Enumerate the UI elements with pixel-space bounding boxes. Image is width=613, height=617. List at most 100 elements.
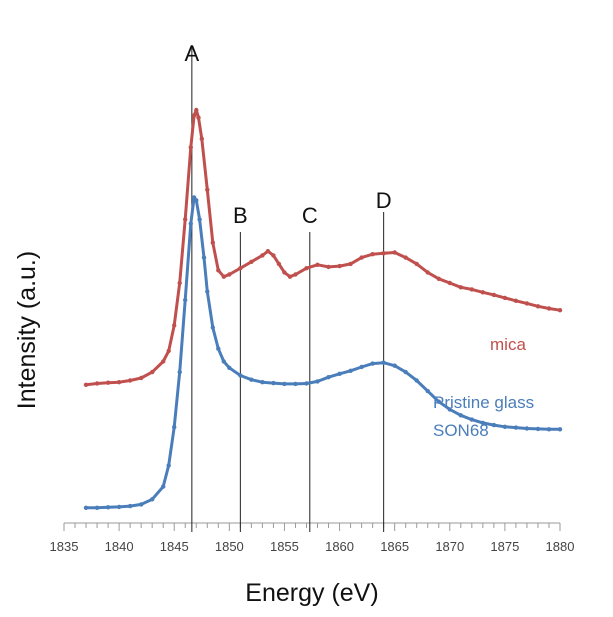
data-point-pristine-glass — [172, 425, 177, 430]
data-point-mica — [227, 272, 232, 277]
series-line-mica — [85, 108, 561, 387]
data-point-mica — [304, 266, 309, 271]
data-point-mica — [480, 290, 485, 295]
data-point-pristine-glass — [524, 426, 530, 431]
data-point-pristine-glass — [304, 381, 309, 386]
data-point-mica — [166, 348, 171, 354]
data-point-mica — [337, 263, 342, 269]
series-layer — [83, 107, 563, 510]
data-point-mica — [116, 380, 122, 385]
data-point-pristine-glass — [381, 360, 386, 365]
data-point-mica — [199, 136, 204, 141]
data-point-mica — [94, 381, 100, 386]
data-point-mica — [282, 270, 287, 275]
data-point-mica — [276, 261, 282, 267]
data-point-mica — [469, 287, 474, 292]
vertical-markers: A B C D — [185, 41, 392, 532]
x-tick-label: 1860 — [325, 539, 354, 554]
marker-label-b: B — [233, 203, 248, 228]
data-point-pristine-glass — [139, 502, 144, 507]
marker-label-c: C — [302, 203, 318, 228]
data-point-mica — [196, 115, 201, 120]
data-point-mica — [392, 250, 397, 255]
data-point-pristine-glass — [177, 369, 182, 375]
data-point-mica — [524, 301, 530, 306]
x-tick-label: 1875 — [490, 539, 519, 554]
data-point-pristine-glass — [205, 289, 210, 294]
data-point-mica — [139, 375, 144, 381]
data-point-pristine-glass — [359, 364, 364, 370]
data-point-pristine-glass — [513, 425, 519, 430]
data-point-pristine-glass — [83, 505, 89, 510]
data-point-mica — [127, 378, 133, 383]
data-point-mica — [172, 323, 177, 328]
data-point-pristine-glass — [221, 359, 226, 364]
data-point-pristine-glass — [315, 379, 320, 384]
data-point-pristine-glass — [502, 424, 508, 429]
data-point-pristine-glass — [249, 377, 254, 382]
data-point-pristine-glass — [282, 381, 287, 387]
data-point-pristine-glass — [535, 426, 541, 432]
data-point-mica — [436, 276, 441, 281]
data-point-pristine-glass — [480, 420, 485, 426]
data-point-mica — [557, 308, 563, 313]
data-point-pristine-glass — [348, 368, 353, 373]
data-point-mica — [216, 268, 221, 273]
data-point-pristine-glass — [337, 371, 342, 376]
y-axis-title: Intensity (a.u.) — [13, 251, 41, 409]
data-point-pristine-glass — [326, 375, 331, 380]
data-point-pristine-glass — [161, 484, 166, 489]
data-point-mica — [210, 240, 215, 245]
data-point-pristine-glass — [166, 463, 171, 468]
x-tick-label: 1845 — [160, 539, 189, 554]
data-point-mica — [191, 113, 197, 118]
data-point-pristine-glass — [260, 380, 265, 385]
data-point-mica — [260, 253, 265, 258]
data-point-mica — [161, 359, 166, 364]
data-point-pristine-glass — [447, 407, 452, 412]
series-label-pristine-glass: Pristine glass — [433, 393, 534, 412]
data-point-pristine-glass — [105, 505, 111, 510]
data-point-pristine-glass — [227, 365, 232, 370]
data-point-pristine-glass — [293, 381, 298, 387]
data-point-mica — [348, 261, 353, 267]
x-tick-label: 1850 — [215, 539, 244, 554]
x-axis: 1835 1840 1845 1850 1855 1860 1865 1870 1875 1880 — [50, 522, 575, 554]
data-point-mica — [188, 145, 193, 150]
data-point-pristine-glass — [392, 363, 397, 368]
data-point-pristine-glass — [436, 399, 441, 404]
marker-label-a: A — [185, 41, 200, 66]
data-point-pristine-glass — [197, 217, 202, 222]
data-point-pristine-glass — [183, 297, 188, 303]
data-point-mica — [370, 252, 375, 257]
data-point-pristine-glass — [238, 373, 243, 378]
data-point-mica — [287, 274, 293, 279]
data-point-mica — [546, 306, 552, 311]
data-point-pristine-glass — [188, 221, 193, 226]
x-tick-label: 1870 — [435, 539, 464, 554]
data-point-mica — [293, 272, 298, 277]
data-point-pristine-glass — [414, 378, 419, 383]
series-line-pristine-glass — [86, 195, 560, 510]
data-point-pristine-glass — [94, 505, 100, 510]
data-point-pristine-glass — [150, 497, 155, 502]
x-tick-label: 1880 — [546, 539, 575, 554]
data-point-pristine-glass — [210, 325, 215, 330]
data-point-pristine-glass — [491, 422, 497, 428]
data-point-pristine-glass — [469, 417, 474, 422]
data-point-pristine-glass — [201, 255, 207, 260]
marker-label-d: D — [376, 188, 392, 213]
data-point-pristine-glass — [271, 380, 276, 386]
data-point-pristine-glass — [194, 198, 199, 203]
data-point-mica — [183, 217, 188, 222]
data-point-mica — [105, 380, 111, 385]
data-point-mica — [414, 261, 419, 267]
data-point-mica — [326, 264, 331, 270]
data-point-mica — [265, 249, 271, 254]
data-point-pristine-glass — [370, 361, 375, 366]
data-point-mica — [403, 255, 408, 260]
data-point-mica — [205, 187, 210, 192]
data-point-pristine-glass — [425, 388, 430, 394]
x-tick-label: 1840 — [105, 539, 134, 554]
